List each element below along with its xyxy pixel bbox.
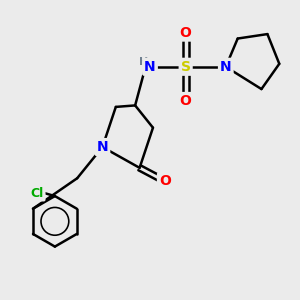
Text: O: O — [180, 94, 192, 108]
Text: Cl: Cl — [30, 187, 44, 200]
Text: N: N — [144, 60, 156, 74]
Text: O: O — [159, 174, 171, 188]
Text: N: N — [97, 140, 108, 154]
Text: S: S — [181, 60, 191, 74]
Text: N: N — [220, 60, 232, 74]
Text: O: O — [180, 26, 192, 40]
Text: H: H — [140, 57, 149, 67]
